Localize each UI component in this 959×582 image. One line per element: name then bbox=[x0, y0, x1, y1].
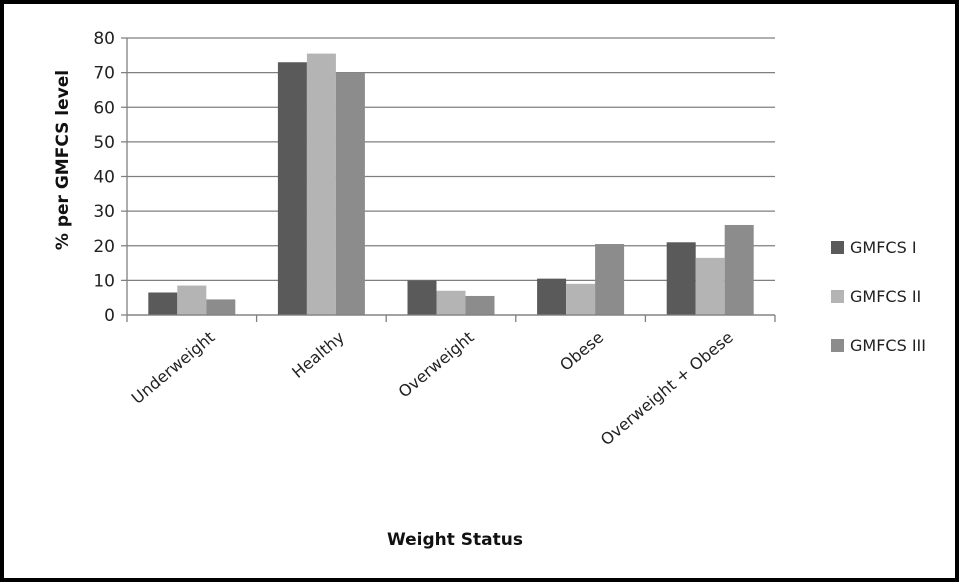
legend-label: GMFCS II bbox=[850, 287, 921, 306]
bar-gmfcs-ii-underweight bbox=[177, 285, 207, 315]
legend-swatch bbox=[831, 290, 844, 303]
y-tick-label: 40 bbox=[93, 168, 115, 188]
bar-gmfcs-i-overweight bbox=[407, 280, 437, 315]
legend-label: GMFCS III bbox=[850, 336, 926, 355]
bar-gmfcs-i-underweight bbox=[148, 292, 178, 315]
bar-gmfcs-iii-overweight-obese bbox=[724, 224, 754, 315]
y-tick-label: 50 bbox=[93, 133, 115, 153]
bar-gmfcs-i-healthy bbox=[277, 62, 307, 315]
gridlines bbox=[121, 37, 775, 316]
bar-gmfcs-ii-overweight-obese bbox=[695, 257, 725, 315]
axes bbox=[126, 38, 776, 322]
y-tick-label: 10 bbox=[93, 271, 115, 291]
legend-swatch bbox=[831, 339, 844, 352]
bar-gmfcs-i-overweight-obese bbox=[666, 242, 696, 315]
y-tick-label: 70 bbox=[93, 64, 115, 84]
y-tick-label: 60 bbox=[93, 98, 115, 118]
bars bbox=[148, 53, 754, 316]
y-tick-label: 30 bbox=[93, 202, 115, 222]
bar-gmfcs-iii-underweight bbox=[206, 299, 236, 315]
x-axis-title: Weight Status bbox=[387, 530, 523, 550]
legend-swatch bbox=[831, 241, 844, 254]
y-tick-label: 20 bbox=[93, 237, 115, 257]
bar-gmfcs-ii-obese bbox=[566, 283, 596, 315]
y-tick-label: 80 bbox=[93, 29, 115, 49]
legend: GMFCS I GMFCS II GMFCS III bbox=[831, 238, 926, 355]
bar-gmfcs-iii-overweight bbox=[465, 295, 495, 315]
y-tick-label: 0 bbox=[104, 306, 115, 326]
bar-gmfcs-ii-overweight bbox=[436, 290, 466, 315]
bar-gmfcs-ii-healthy bbox=[306, 53, 336, 316]
bar-gmfcs-iii-obese bbox=[595, 244, 625, 315]
y-axis-title: % per GMFCS level bbox=[53, 70, 73, 250]
bar-gmfcs-i-obese bbox=[537, 278, 567, 315]
legend-label: GMFCS I bbox=[850, 238, 917, 257]
bar-gmfcs-iii-healthy bbox=[335, 72, 365, 315]
y-tick-labels: 0 10 20 30 40 50 60 70 80 bbox=[93, 29, 115, 326]
